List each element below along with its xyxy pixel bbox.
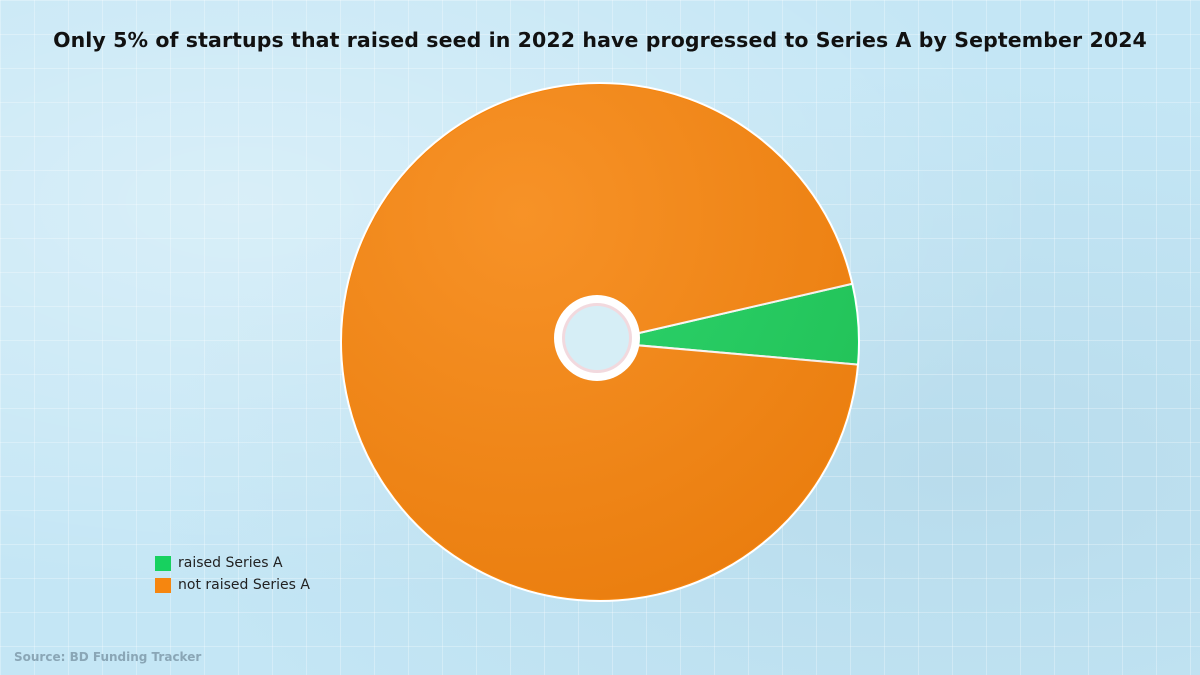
legend-swatch-raised <box>155 555 171 571</box>
legend-swatch-not-raised <box>155 577 171 593</box>
legend: raised Series A not raised Series A <box>155 553 310 597</box>
donut-hole <box>565 306 629 370</box>
source-note: Source: BD Funding Tracker <box>14 650 202 664</box>
legend-label-not-raised: not raised Series A <box>178 577 310 593</box>
legend-label-raised: raised Series A <box>178 555 283 571</box>
chart-title: Only 5% of startups that raised seed in … <box>53 28 1147 52</box>
legend-item-not-raised: not raised Series A <box>155 575 310 595</box>
legend-item-raised: raised Series A <box>155 553 310 573</box>
